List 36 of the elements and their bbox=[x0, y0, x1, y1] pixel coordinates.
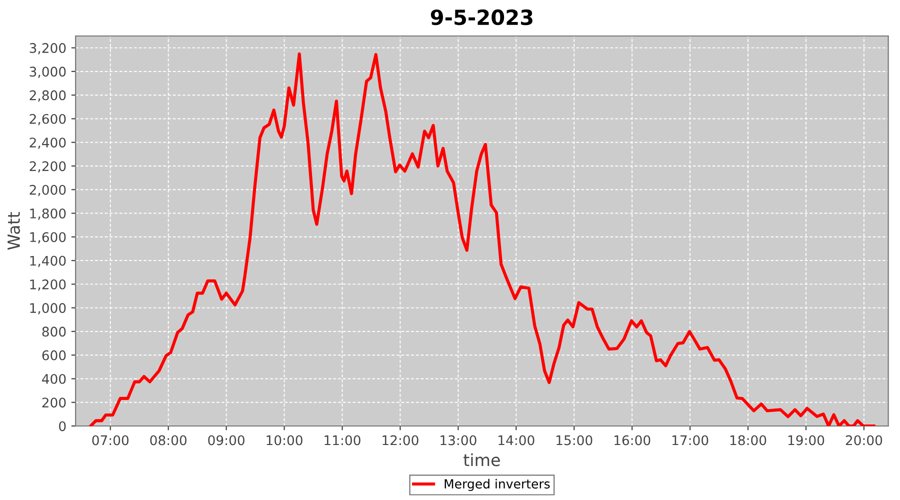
x-tick-label: 14:00 bbox=[498, 435, 534, 446]
y-tick-label: 2,800 bbox=[30, 90, 66, 102]
x-tick-label: 10:00 bbox=[266, 435, 302, 446]
x-tick-label: 19:00 bbox=[788, 435, 824, 446]
x-tick-label: 08:00 bbox=[150, 435, 186, 446]
x-tick-label: 18:00 bbox=[730, 435, 766, 446]
x-axis-title: time bbox=[464, 453, 500, 466]
y-tick-label: 400 bbox=[42, 374, 66, 384]
y-tick-label: 1,000 bbox=[30, 303, 66, 314]
line-series bbox=[89, 52, 876, 426]
y-tick-label: 1,800 bbox=[30, 208, 66, 220]
x-tick-label: 12:00 bbox=[382, 435, 418, 446]
x-tick-label: 17:00 bbox=[672, 435, 708, 446]
y-tick-label: 2,200 bbox=[30, 161, 66, 173]
y-tick-label: 600 bbox=[42, 350, 66, 360]
y-axis-title: Watt bbox=[8, 212, 20, 250]
y-tick-label: 2,000 bbox=[30, 184, 66, 196]
y-tick-label: 200 bbox=[42, 398, 66, 408]
y-tick-label: 2,600 bbox=[30, 114, 66, 126]
chart-title: 9-5-2023 bbox=[430, 9, 532, 26]
x-tick-label: 20:00 bbox=[846, 435, 882, 446]
y-tick-label: 3,200 bbox=[30, 43, 66, 54]
x-tick-label: 09:00 bbox=[208, 435, 244, 446]
y-tick-label: 3,000 bbox=[30, 66, 66, 78]
x-tick-label: 11:00 bbox=[324, 435, 360, 446]
y-tick-label: 2,400 bbox=[30, 138, 66, 149]
x-tick-label: 07:00 bbox=[92, 435, 129, 446]
y-tick-label: 1,600 bbox=[30, 232, 66, 244]
y-tick-label: 0 bbox=[59, 421, 66, 432]
x-tick-label: 16:00 bbox=[614, 435, 650, 446]
y-tick-label: 1,200 bbox=[30, 279, 66, 291]
x-tick-label: 15:00 bbox=[556, 435, 592, 446]
x-tick-label: 13:00 bbox=[440, 435, 476, 446]
y-tick-label: 800 bbox=[42, 326, 66, 337]
y-tick-label: 1,400 bbox=[30, 256, 66, 268]
legend-label: Merged inverters bbox=[444, 478, 550, 491]
